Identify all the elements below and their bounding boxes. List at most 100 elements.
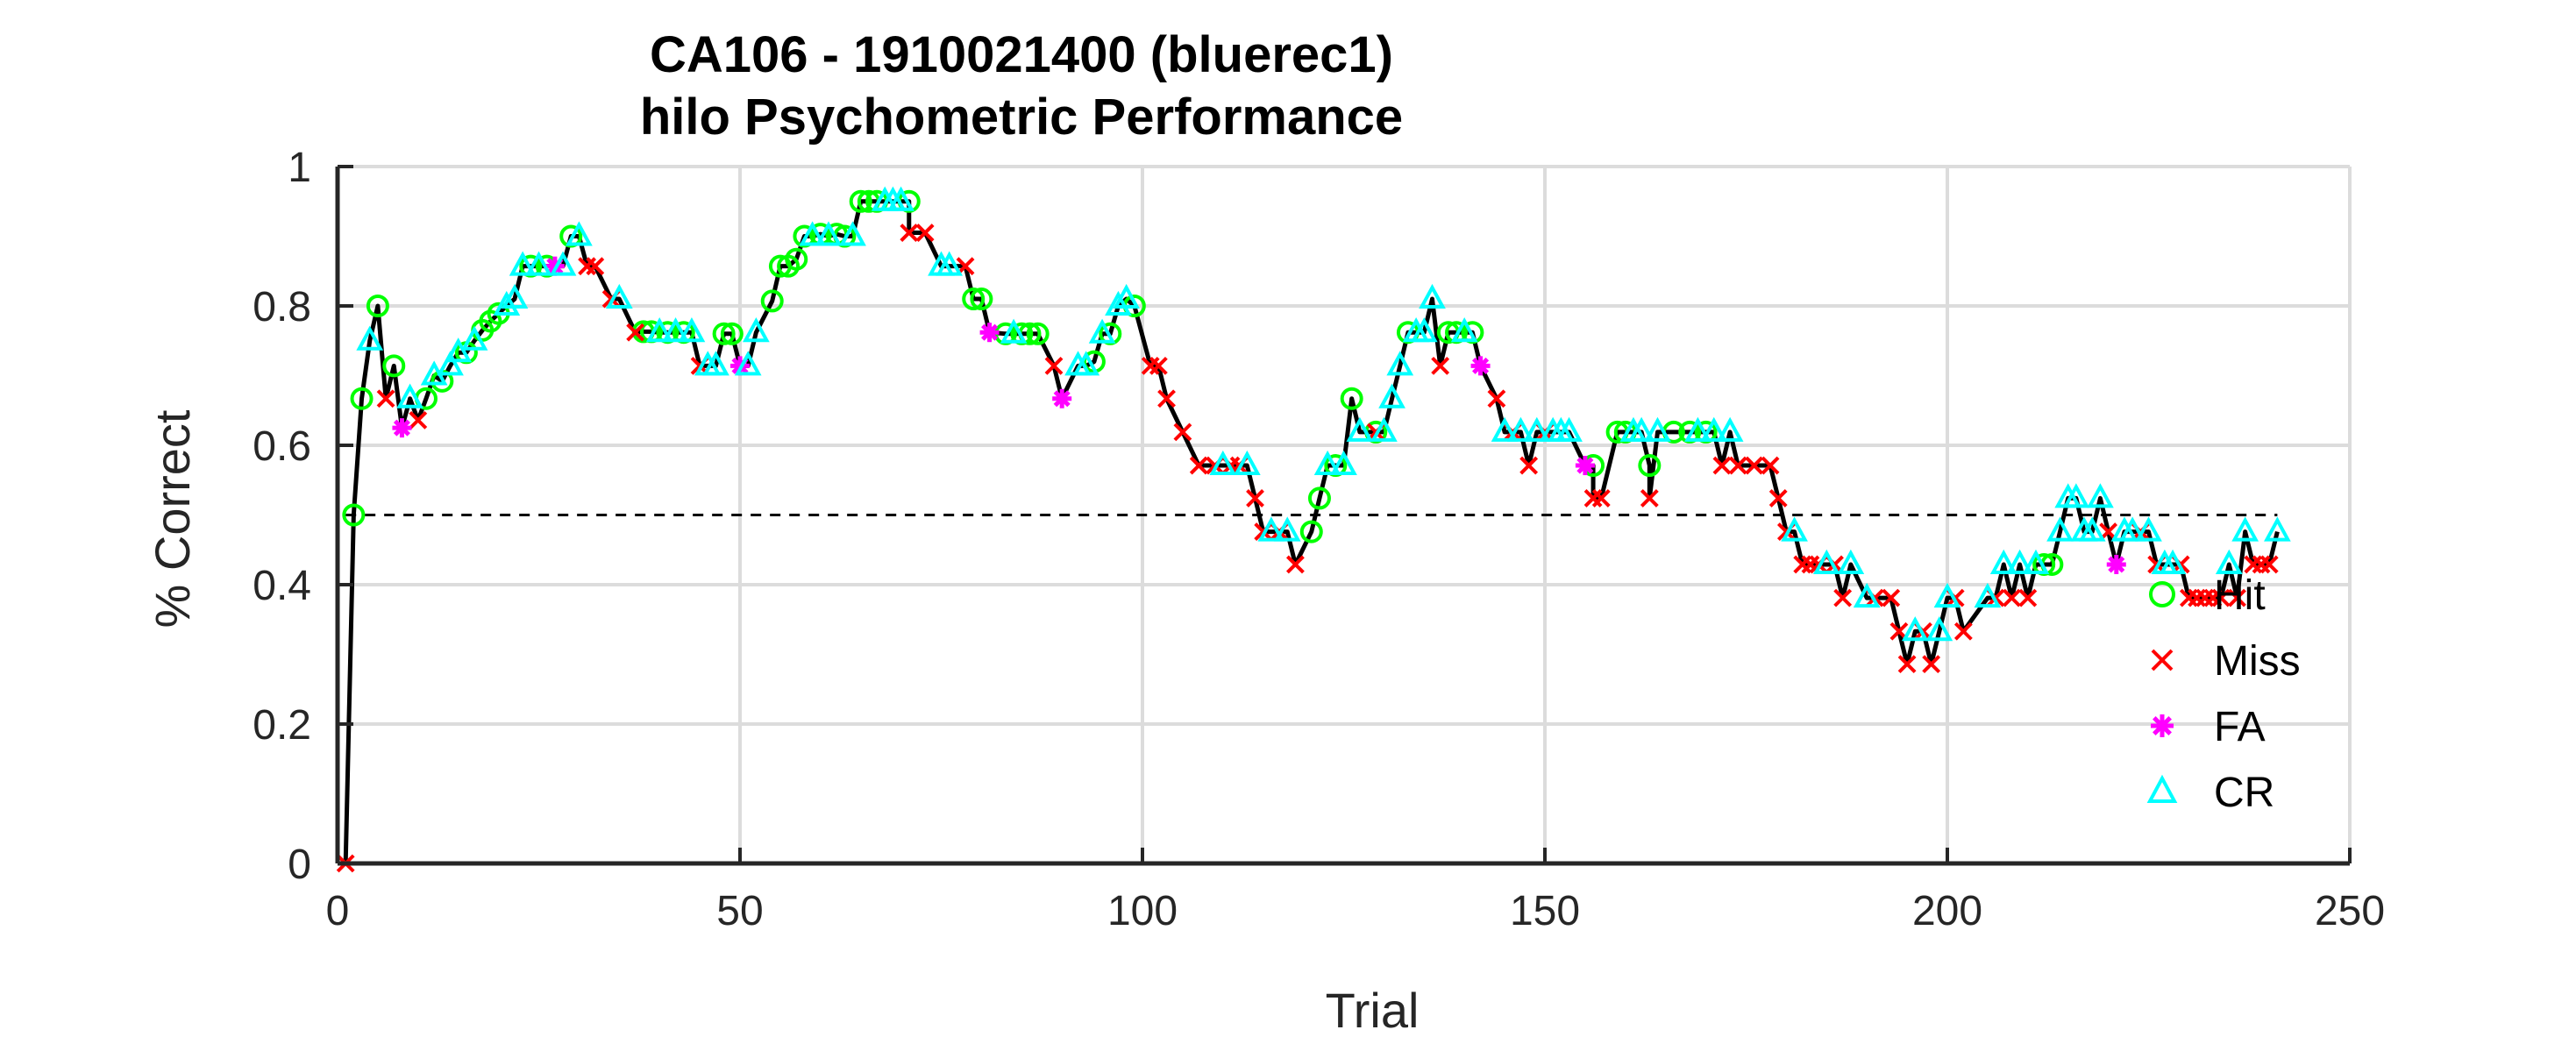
fa-marker: [392, 418, 412, 438]
cr-marker: [2215, 549, 2243, 574]
x-tick-label: 0: [326, 888, 350, 934]
miss-stroke: [1640, 489, 1659, 508]
miss-marker: [409, 410, 428, 430]
hit-marker: [720, 322, 744, 345]
miss-stroke: [409, 410, 428, 430]
cr-marker: [2118, 516, 2146, 542]
miss-stroke: [1897, 655, 1917, 674]
miss-marker: [1431, 356, 1450, 375]
miss-stroke: [1712, 456, 1732, 475]
hit-marker: [1340, 387, 1363, 410]
y-tick-labels: 0 0.2 0.4 0.6 0.8 1: [253, 145, 311, 888]
cr-marker: [2078, 516, 2106, 542]
cr-marker: [493, 290, 521, 316]
cr-marker: [1627, 416, 1655, 442]
cr-marker: [1410, 317, 1438, 343]
cr-marker: [1933, 582, 1961, 608]
cr-marker: [1989, 549, 2017, 574]
cr-marker: [1378, 383, 1405, 408]
miss-marker: [1897, 655, 1917, 674]
cr-marker: [566, 221, 593, 246]
miss-marker: [376, 389, 395, 408]
cr-marker: [460, 325, 488, 351]
hit-marker: [342, 503, 366, 527]
x-tick-label: 50: [716, 888, 763, 934]
miss-marker: [1728, 456, 1747, 475]
miss-marker: [900, 224, 919, 242]
fa-marker: [1575, 456, 1595, 476]
cr-marker: [1644, 416, 1671, 442]
miss-marker: [626, 323, 645, 342]
cr-marker: [1088, 318, 1116, 344]
y-tick-label: 0.2: [253, 702, 311, 749]
cr-marker: [356, 325, 384, 351]
cr-marker: [525, 251, 552, 276]
miss-stroke: [2259, 555, 2279, 574]
cr-marker: [605, 283, 633, 309]
legend-fa-label: FA: [2214, 704, 2266, 750]
cr-marker: [662, 317, 689, 343]
miss-stroke: [1768, 489, 1788, 508]
miss-stroke: [586, 257, 605, 276]
legend-fa-icon: [2151, 714, 2174, 737]
miss-marker: [1640, 489, 1659, 508]
legend-miss-label: Miss: [2214, 638, 2301, 685]
miss-stroke: [1149, 356, 1168, 375]
miss-marker: [915, 224, 935, 242]
fa-stroke: [1472, 357, 1490, 374]
miss-marker: [1953, 621, 1973, 641]
miss-stroke: [2003, 588, 2021, 607]
y-tick-label: 1: [288, 145, 311, 191]
hit-marker: [1638, 454, 1662, 478]
miss-marker: [1768, 489, 1788, 508]
miss-stroke: [626, 323, 645, 342]
miss-stroke: [1833, 588, 1853, 607]
legend-hit-label: Hit: [2214, 572, 2266, 619]
hit-marker: [712, 322, 736, 345]
cr-marker: [437, 351, 464, 376]
cr-marker: [2087, 483, 2114, 508]
cr-marker: [1716, 416, 1744, 442]
hit-marker: [970, 288, 993, 311]
miss-stroke: [1889, 621, 1909, 641]
miss-stroke: [1745, 456, 1764, 475]
hit-marker: [1026, 322, 1050, 345]
miss-marker: [1044, 356, 1064, 375]
fa-marker: [1470, 356, 1491, 376]
cr-marker: [1386, 351, 1414, 376]
y-tick-label: 0.4: [253, 563, 311, 609]
miss-marker: [1157, 389, 1176, 408]
x-tick-label: 100: [1107, 888, 1178, 934]
miss-marker: [1173, 423, 1192, 442]
miss-marker: [2228, 588, 2246, 607]
miss-marker: [1246, 489, 1264, 508]
cr-marker: [1105, 290, 1132, 316]
miss-marker: [1519, 456, 1539, 475]
fa-stroke: [2153, 716, 2172, 735]
miss-marker: [2211, 588, 2231, 607]
fa-marker: [1052, 388, 1072, 408]
hit-marker: [350, 387, 374, 410]
miss-stroke: [900, 224, 919, 242]
cr-marker: [1330, 450, 1357, 476]
legend-hit-icon: [2149, 581, 2175, 607]
cr-marker: [1313, 450, 1341, 476]
legend-cr-label: CR: [2214, 770, 2274, 816]
cr-marker: [1346, 416, 1374, 442]
cr-marker: [1209, 450, 1237, 476]
cr-marker: [1000, 318, 1028, 344]
cr-marker: [1853, 582, 1881, 608]
cr-marker: [799, 221, 826, 246]
miss-stroke: [1189, 456, 1208, 475]
cr-marker: [549, 251, 577, 276]
cr-marker: [839, 221, 866, 246]
cr-marker: [2006, 549, 2033, 574]
cr-marker: [1523, 416, 1551, 442]
legend-miss-icon: [2151, 649, 2174, 671]
hit-marker: [382, 354, 406, 378]
y-axis-label: % Correct: [145, 409, 200, 628]
miss-marker: [1833, 588, 1853, 607]
miss-marker: [2018, 588, 2038, 607]
cr-marker: [1113, 283, 1141, 309]
